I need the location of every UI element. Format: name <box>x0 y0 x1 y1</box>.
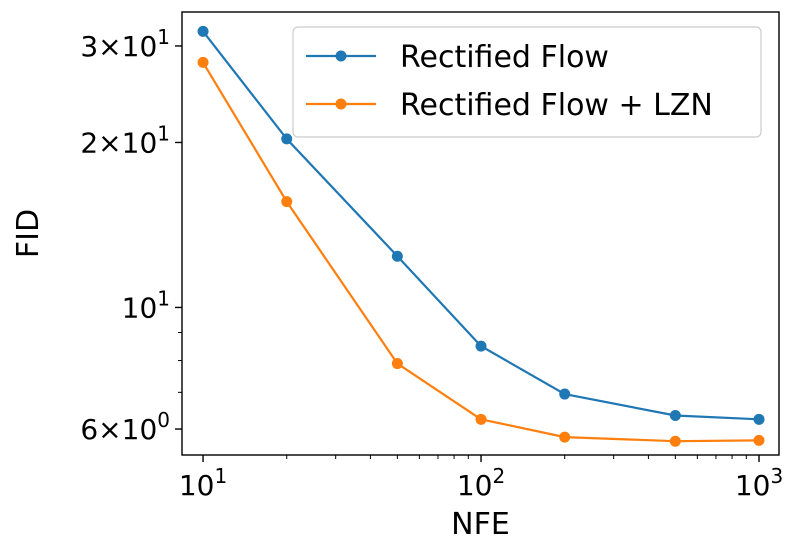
data-point <box>753 434 765 446</box>
data-point <box>197 25 209 37</box>
plot-frame <box>181 11 780 456</box>
data-point <box>197 56 209 68</box>
x-tick-label: 101 <box>179 464 227 502</box>
legend-item: Rectified Flow + LZN <box>306 88 713 123</box>
data-point <box>281 196 293 208</box>
data-point <box>559 388 571 400</box>
data-point <box>391 250 403 262</box>
y-tick-label: 6×100 <box>80 408 170 446</box>
legend-label: Rectified Flow + LZN <box>400 88 713 123</box>
data-point <box>669 410 681 422</box>
x-tick-label: 102 <box>457 464 505 502</box>
legend-marker <box>335 50 347 62</box>
y-axis-title: FID <box>11 209 46 258</box>
data-point <box>281 133 293 145</box>
legend-marker <box>335 98 347 110</box>
legend-label: Rectified Flow <box>400 40 609 75</box>
legend-box <box>292 26 762 138</box>
series-layer <box>197 25 765 447</box>
data-point <box>475 340 487 352</box>
data-point <box>391 358 403 370</box>
y-tick-label: 3×101 <box>80 25 170 63</box>
x-axis-title: NFE <box>451 507 510 542</box>
legend-item: Rectified Flow <box>306 40 609 75</box>
data-point <box>669 435 681 447</box>
data-point <box>559 431 571 443</box>
x-tick-label: 103 <box>735 464 783 502</box>
data-point <box>753 413 765 425</box>
data-point <box>475 413 487 425</box>
series-0 <box>197 25 765 425</box>
series-1 <box>197 56 765 447</box>
y-tick-label: 2×101 <box>80 121 170 159</box>
y-tick-label: 101 <box>122 286 170 324</box>
legend: Rectified Flow Rectified Flow + LZN <box>292 26 762 138</box>
